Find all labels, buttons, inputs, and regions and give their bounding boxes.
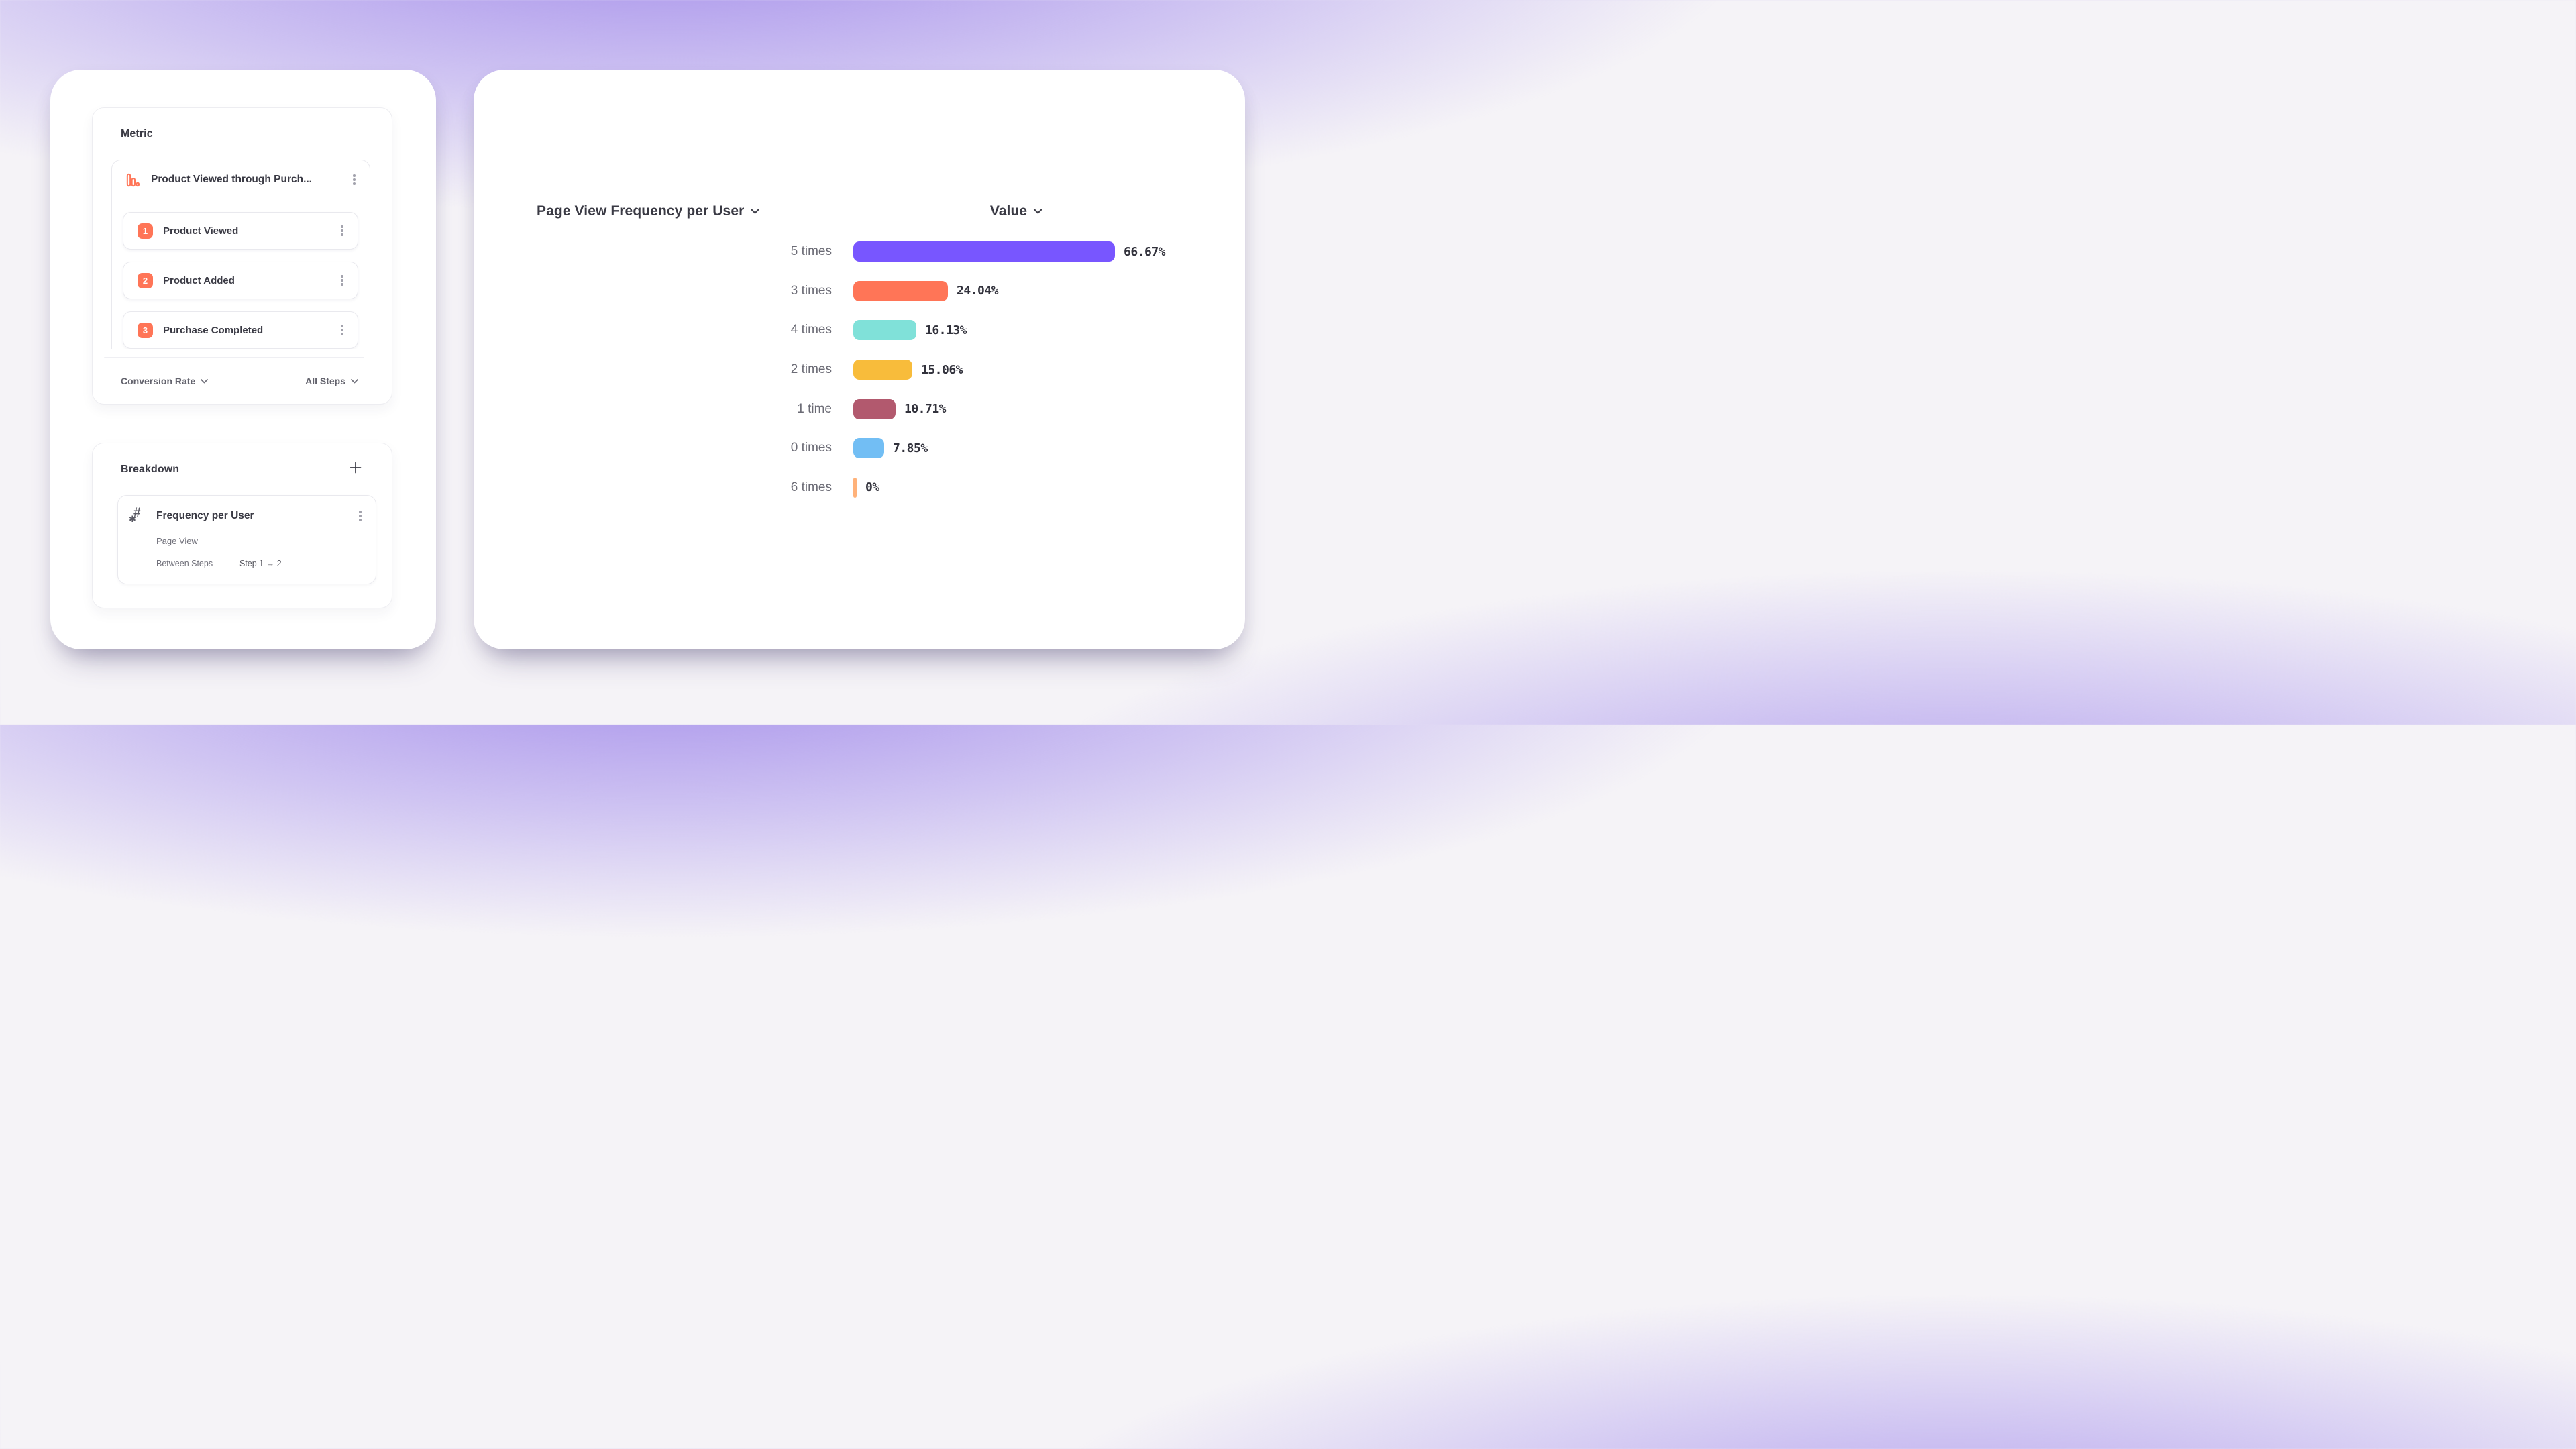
chart-row: 0 times 7.85% [474,429,1245,468]
breakdown-section: Breakdown # ✱ Frequency per User Page Vie… [92,443,392,608]
chart-row: 1 time 10.71% [474,389,1245,429]
funnel-metric-title: Product Viewed through Purch... [151,174,312,185]
chart-bar[interactable] [853,398,896,419]
chart-row: 2 times 15.06% [474,350,1245,390]
measurement-dropdown-label: Conversion Rate [121,376,196,386]
chart-bar-value: 15.06% [921,362,963,377]
chart-bar[interactable] [853,241,1115,262]
chart-row-label: 3 times [790,283,832,298]
breakdown-event-name: Page View [156,536,198,546]
breakdown-item-card[interactable]: # ✱ Frequency per User Page View Between … [117,495,376,584]
breakdown-item-header: # ✱ Frequency per User [118,502,376,529]
value-column-header: Value [989,203,1028,219]
funnel-metric-card: Product Viewed through Purch... 1 Produc… [111,160,370,349]
chart-row: 4 times 16.13% [474,311,1245,350]
metric-section: Metric Product Viewed through Purch... 1… [92,107,392,405]
bar-chart: 5 times 66.67% 3 times 24.04% 4 times 16.13% 2… [474,232,1245,507]
chart-row: 3 times 24.04% [474,272,1245,311]
step-number-badge: 1 [138,223,153,239]
chevron-down-icon [351,378,358,383]
chart-bar[interactable] [853,477,857,498]
step-number-badge: 3 [138,322,153,338]
chart-bar[interactable] [853,320,916,341]
chart-row-label: 6 times [790,480,832,494]
chart-bar-value: 10.71% [904,402,947,417]
chevron-down-icon [751,209,760,214]
metric-footer: Conversion Rate All Steps [121,369,358,393]
funnel-menu-kebab-icon[interactable] [348,172,360,187]
metric-section-title: Metric [121,128,153,140]
chart-bar-value: 7.85% [893,441,928,455]
chart-row: 6 times 0% [474,468,1245,508]
value-column-dropdown[interactable]: Value [989,201,1043,221]
numeric-property-hash-icon: # ✱ [129,506,141,524]
step-menu-kebab-icon[interactable] [336,223,348,238]
chart-bar[interactable] [853,438,884,459]
chart-panel: Page View Frequency per User Value 5 tim… [474,70,1245,649]
chart-row-label: 0 times [790,441,832,455]
step-label: Product Viewed [163,225,239,237]
chart-row-label: 1 time [797,401,832,416]
breakdown-section-title: Breakdown [121,464,180,475]
chart-bar-value: 66.67% [1124,244,1166,259]
measurement-dropdown[interactable]: Conversion Rate [121,376,209,386]
step-number-badge: 2 [138,272,153,288]
step-menu-kebab-icon[interactable] [336,323,348,337]
breakdown-between-steps-label: Between Steps [156,559,213,568]
chart-bar-value: 0% [865,480,879,495]
breakdown-item-title: Frequency per User [156,510,254,521]
chart-row: 5 times 66.67% [474,232,1245,272]
funnel-step-row[interactable]: 2 Product Added [123,262,358,299]
funnel-metric-header[interactable]: Product Viewed through Purch... [112,160,370,199]
chart-title: Page View Frequency per User [537,203,745,219]
chart-bar[interactable] [853,280,948,301]
chart-bar[interactable] [853,360,912,380]
steps-filter-dropdown-label: All Steps [305,376,345,386]
chart-title-dropdown[interactable]: Page View Frequency per User [537,201,760,221]
step-label: Product Added [163,274,235,286]
chevron-down-icon [201,378,209,383]
query-builder-panel: Metric Product Viewed through Purch... 1… [50,70,436,649]
chart-bar-value: 24.04% [957,284,999,299]
chevron-down-icon [1034,209,1043,214]
chart-row-label: 5 times [790,244,832,259]
add-breakdown-plus-icon[interactable] [349,461,362,474]
chart-row-label: 4 times [790,323,832,337]
chart-bar-value: 16.13% [925,323,967,337]
step-menu-kebab-icon[interactable] [336,273,348,288]
funnel-step-row[interactable]: 3 Purchase Completed [123,311,358,349]
step-label: Purchase Completed [163,324,264,336]
chart-row-label: 2 times [790,362,832,377]
funnel-chart-icon [126,173,140,186]
funnel-step-row[interactable]: 1 Product Viewed [123,212,358,250]
divider [104,357,364,358]
breakdown-steps-range[interactable]: Step 1 → 2 [239,559,282,568]
breakdown-menu-kebab-icon[interactable] [354,508,366,523]
steps-filter-dropdown[interactable]: All Steps [305,376,358,386]
